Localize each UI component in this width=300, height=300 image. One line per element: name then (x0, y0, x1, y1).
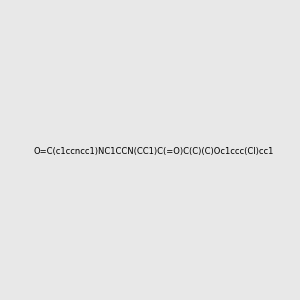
Text: O=C(c1ccncc1)NC1CCN(CC1)C(=O)C(C)(C)Oc1ccc(Cl)cc1: O=C(c1ccncc1)NC1CCN(CC1)C(=O)C(C)(C)Oc1c… (34, 147, 274, 156)
